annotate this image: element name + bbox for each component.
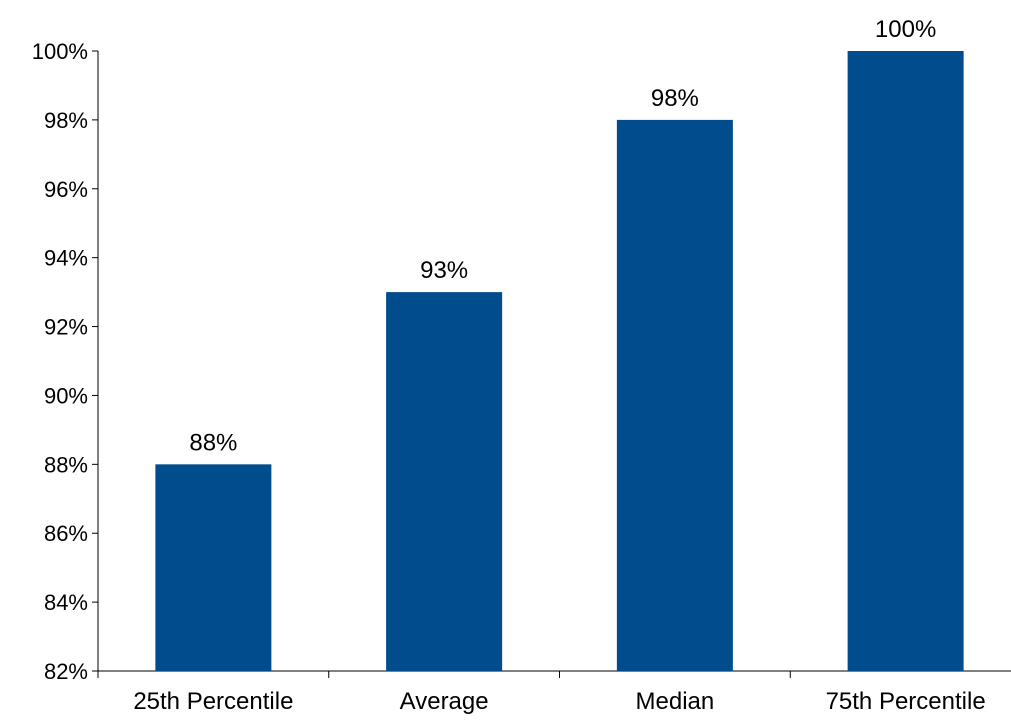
y-tick-label: 90%: [44, 383, 88, 408]
y-tick-label: 96%: [44, 177, 88, 202]
data-label: 88%: [189, 429, 237, 456]
data-label: 100%: [875, 16, 936, 43]
labels: 82% 84% 86% 88% 90% 92% 94% 96% 98% 100% 88% 25th P…: [32, 16, 986, 715]
y-tick-label: 94%: [44, 246, 88, 271]
data-label: 93%: [420, 257, 468, 284]
y-tick-label: 84%: [44, 590, 88, 615]
x-category-label: 75th Percentile: [826, 688, 986, 715]
y-tick-label: 88%: [44, 452, 88, 477]
x-category-label: Average: [400, 688, 489, 715]
x-category-label: Median: [636, 688, 715, 715]
bar: [847, 51, 964, 671]
bar: [616, 119, 733, 671]
y-tick-label: 98%: [44, 108, 88, 133]
x-category-label: 25th Percentile: [133, 688, 293, 715]
y-tick-label: 82%: [44, 659, 88, 684]
data-label: 98%: [651, 85, 699, 112]
bar: [155, 464, 272, 671]
y-tick-label: 92%: [44, 315, 88, 340]
y-tick-label: 86%: [44, 521, 88, 546]
y-tick-label: 100%: [32, 39, 88, 64]
bars: [155, 51, 964, 671]
bar: [386, 292, 503, 671]
